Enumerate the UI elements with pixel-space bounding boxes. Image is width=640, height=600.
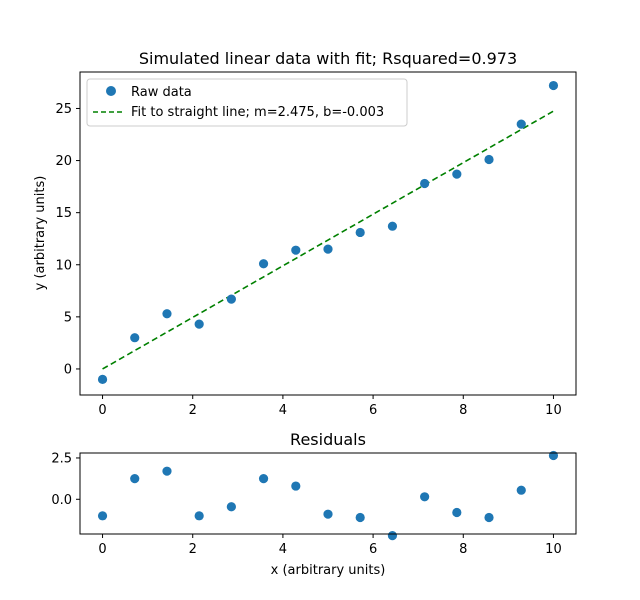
residual-data-point — [291, 481, 301, 491]
residual-plot-frame — [79, 452, 577, 535]
residual-data-point — [387, 531, 398, 541]
residual-data-point — [420, 492, 430, 502]
main-x-tick-label: 8 — [459, 403, 467, 418]
residual-y-ticks: 0.0 2.5 — [51, 451, 80, 508]
residual-x-tick-label: 6 — [369, 542, 377, 557]
residual-x-tick-label: 2 — [189, 542, 197, 557]
residual-x-tick-label: 4 — [279, 542, 287, 557]
legend-box — [86, 78, 408, 127]
main-x-tick-label: 4 — [279, 403, 287, 418]
main-x-tick-label: 6 — [369, 403, 377, 418]
main-plot: Simulated linear data with fit; Rsquared… — [33, 49, 577, 418]
main-points-layer — [97, 80, 559, 384]
residual-data-point — [258, 474, 269, 484]
main-data-point — [355, 227, 365, 238]
main-data-point — [548, 80, 559, 91]
main-plot-title: Simulated linear data with fit; Rsquared… — [139, 49, 517, 68]
residual-data-point — [516, 485, 526, 495]
residual-plot-title: Residuals — [290, 430, 366, 449]
main-y-tick-label: 0 — [64, 362, 72, 377]
main-y-tick-label: 25 — [55, 102, 72, 117]
main-data-point — [323, 244, 333, 254]
residual-data-point — [130, 474, 140, 484]
main-data-point — [516, 119, 526, 129]
residual-plot: Residuals 0 2 4 6 8 10 0.0 2.5 x (arbitrary un… — [51, 430, 577, 578]
main-fit-layer — [102, 110, 554, 370]
main-data-point — [258, 259, 269, 269]
residual-x-tick-label: 8 — [459, 542, 467, 557]
main-x-tick-label: 0 — [98, 403, 106, 418]
residual-y-tick-label: 0.0 — [51, 493, 72, 508]
main-x-tick-label: 10 — [545, 403, 562, 418]
residual-data-point — [355, 512, 365, 523]
main-y-tick-label: 10 — [55, 258, 72, 273]
main-y-ticks: 0 5 10 15 20 25 — [55, 102, 80, 377]
main-y-tick-label: 15 — [55, 206, 72, 221]
residual-points-layer — [97, 450, 559, 541]
main-data-point — [291, 245, 301, 255]
residual-y-tick-label: 2.5 — [51, 451, 72, 466]
residual-data-point — [162, 466, 172, 476]
main-x-tick-label: 2 — [189, 403, 197, 418]
residual-x-tick-label: 0 — [98, 542, 106, 557]
main-data-point — [387, 221, 398, 231]
main-fit-line — [102, 110, 554, 370]
legend-marker-raw-data — [106, 86, 116, 96]
residual-x-ticks: 0 2 4 6 8 10 — [98, 534, 562, 557]
main-data-point — [97, 374, 108, 384]
residual-data-point — [548, 450, 559, 461]
main-data-point — [162, 309, 172, 319]
residual-data-point — [226, 502, 236, 512]
legend-label-raw-data: Raw data — [131, 85, 192, 100]
residual-data-point — [97, 511, 108, 521]
main-data-point — [420, 178, 430, 189]
main-data-point — [484, 154, 494, 165]
residual-data-point — [194, 511, 204, 521]
main-data-point — [452, 169, 462, 179]
residual-x-tick-label: 10 — [545, 542, 562, 557]
main-data-point — [130, 333, 140, 343]
main-y-tick-label: 5 — [64, 310, 72, 325]
main-x-ticks: 0 2 4 6 8 10 — [98, 395, 562, 418]
main-plot-frame — [79, 71, 577, 396]
main-data-point — [194, 319, 204, 329]
legend-label-fit-line: Fit to straight line; m=2.475, b=-0.003 — [131, 105, 384, 120]
residual-data-point — [323, 509, 333, 519]
residual-data-point — [484, 512, 494, 523]
residual-data-point — [452, 507, 462, 518]
residual-x-axis-label: x (arbitrary units) — [271, 563, 386, 578]
main-y-tick-label: 20 — [55, 154, 72, 169]
legend: Raw data Fit to straight line; m=2.475, … — [86, 78, 408, 127]
main-data-point — [226, 294, 236, 304]
main-y-axis-label: y (arbitrary units) — [33, 176, 48, 291]
